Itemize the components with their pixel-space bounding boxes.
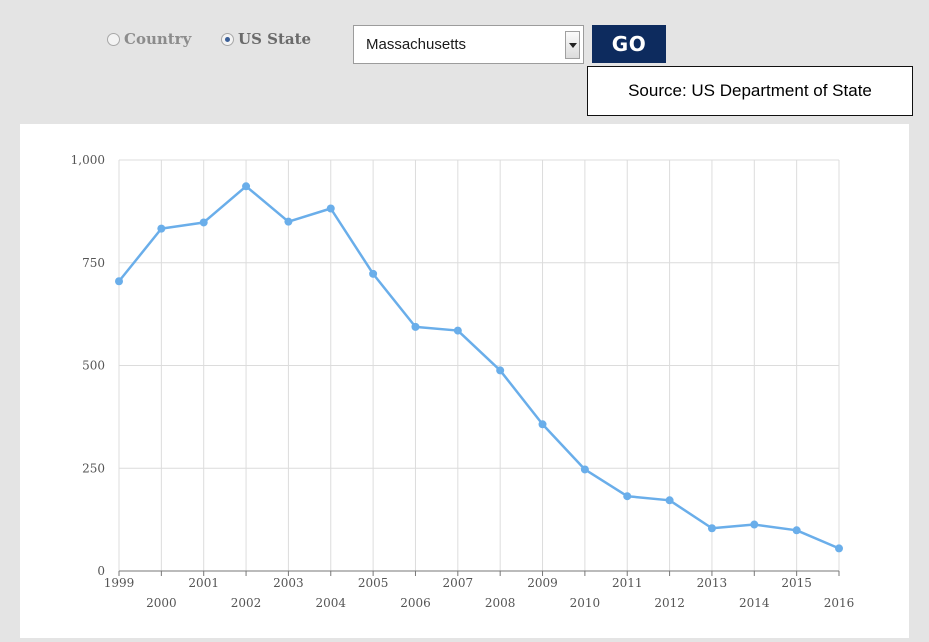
data-point[interactable] [453,326,462,335]
radio-country-indicator[interactable] [107,32,120,46]
source-label: Source: US Department of State [587,66,913,116]
x-tick-label: 2015 [781,576,812,590]
x-tick-label: 2001 [188,576,219,590]
data-point[interactable] [199,218,208,227]
x-tick-label: 1999 [104,576,135,590]
axis-layer [118,570,840,576]
x-tick-label: 2011 [612,576,643,590]
data-point[interactable] [157,224,166,233]
series-layer [115,182,843,553]
radio-us-state-indicator[interactable] [221,32,234,46]
go-button[interactable]: GO [592,25,666,63]
x-tick-label: 2012 [654,596,685,610]
dropdown-toggle[interactable] [565,31,580,59]
data-point[interactable] [707,524,716,533]
data-point[interactable] [242,182,251,191]
y-tick-label: 0 [97,564,105,578]
data-point[interactable] [792,526,801,535]
radio-country[interactable]: Country [107,30,191,48]
data-point[interactable] [411,322,420,331]
radio-country-label: Country [124,30,192,48]
x-tick-label: 2002 [231,596,262,610]
line-chart: 0 250 500 750 1,000 1999 2000 2001 2002 2003 2004 2… [71,153,855,610]
data-point[interactable] [115,277,123,286]
y-tick-label: 750 [82,256,105,270]
chevron-down-icon [568,42,577,48]
series-line [118,185,840,550]
x-tick-label: 2005 [358,576,389,590]
y-tick-label: 1,000 [71,153,105,167]
data-point[interactable] [750,520,759,529]
x-tick-label: 2007 [443,576,474,590]
label-layer: 0 250 500 750 1,000 1999 2000 2001 2002 2003 2004 2… [71,153,855,610]
chart-panel: 0 250 500 750 1,000 1999 2000 2001 2002 2003 2004 2… [20,124,909,638]
grid-layer [118,159,840,571]
data-point[interactable] [623,492,632,501]
x-tick-label: 2013 [697,576,728,590]
radio-us-state[interactable]: US State [221,30,311,48]
state-select-value: Massachusetts [366,36,467,53]
x-tick-label: 2008 [485,596,516,610]
x-tick-label: 2000 [146,596,177,610]
radio-us-state-label: US State [238,30,312,48]
data-point[interactable] [580,465,589,474]
data-point[interactable] [284,217,293,226]
x-tick-label: 2009 [527,576,558,590]
controls-bar: Country US State Massachusetts GO Source… [0,0,929,120]
data-point[interactable] [665,496,674,505]
data-point[interactable] [326,204,335,213]
x-tick-label: 2003 [273,576,304,590]
x-tick-label: 2014 [739,596,770,610]
data-point[interactable] [835,544,843,553]
x-tick-label: 2010 [570,596,601,610]
data-point[interactable] [538,420,547,429]
y-tick-label: 250 [82,461,105,475]
x-tick-label: 2016 [824,596,855,610]
state-select[interactable]: Massachusetts [353,25,584,64]
x-tick-label: 2006 [400,596,431,610]
data-point[interactable] [496,366,505,375]
x-tick-label: 2004 [315,596,346,610]
y-tick-label: 500 [82,359,105,373]
data-point[interactable] [369,269,378,278]
